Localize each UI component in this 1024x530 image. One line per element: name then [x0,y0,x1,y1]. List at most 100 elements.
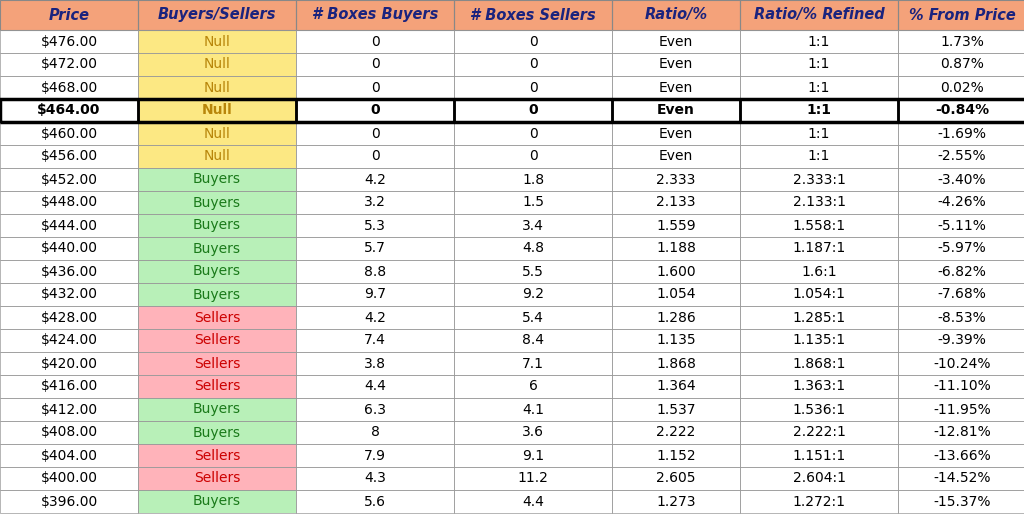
Bar [0,168,138,191]
Bar [898,375,1024,398]
Text: 1.73%: 1.73% [940,34,984,49]
Text: 1:1: 1:1 [808,149,830,163]
Bar [296,329,454,352]
Bar [296,168,454,191]
Bar [0,398,138,421]
Text: Buyers: Buyers [193,264,241,278]
Text: 1.054:1: 1.054:1 [793,287,846,302]
Bar [138,375,296,398]
Bar [898,168,1024,191]
Bar [898,168,1024,191]
Bar [296,145,454,168]
Bar [898,145,1024,168]
Text: 3.4: 3.4 [522,218,544,233]
Bar [740,0,898,30]
Text: 6: 6 [528,379,538,393]
Bar [898,76,1024,99]
Text: $452.00: $452.00 [41,172,97,187]
Bar [454,444,612,467]
Bar [454,0,612,30]
Text: 5.3: 5.3 [365,218,386,233]
Bar [296,283,454,306]
Bar [138,444,296,467]
Bar [138,99,296,122]
Bar [138,398,296,421]
Bar [454,375,612,398]
Bar [612,260,740,283]
Text: 0: 0 [528,81,538,94]
Bar [740,283,898,306]
Text: $448.00: $448.00 [40,196,97,209]
Bar [898,352,1024,375]
Text: Buyers: Buyers [193,287,241,302]
Bar [0,306,138,329]
Bar [454,352,612,375]
Text: 1.536:1: 1.536:1 [793,402,846,417]
Text: 3.6: 3.6 [522,426,544,439]
Text: $404.00: $404.00 [41,448,97,463]
Bar [612,237,740,260]
Text: Buyers: Buyers [193,426,241,439]
Bar [612,490,740,513]
Bar [296,260,454,283]
Bar [898,53,1024,76]
Bar [296,444,454,467]
Text: -12.81%: -12.81% [933,426,991,439]
Bar [898,467,1024,490]
Text: 1:1: 1:1 [807,103,831,118]
Bar [0,122,138,145]
Bar [898,283,1024,306]
Text: 2.133:1: 2.133:1 [793,196,846,209]
Text: 8: 8 [371,426,380,439]
Bar [454,99,612,122]
Text: Ratio/% Refined: Ratio/% Refined [754,7,885,22]
Bar [740,467,898,490]
Text: $396.00: $396.00 [40,494,97,508]
Bar [612,421,740,444]
Text: 2.222: 2.222 [656,426,695,439]
Bar [898,214,1024,237]
Bar [740,30,898,53]
Text: Even: Even [658,127,693,140]
Bar [454,421,612,444]
Bar [898,122,1024,145]
Bar [296,0,454,30]
Bar [454,490,612,513]
Bar [612,191,740,214]
Text: 2.604:1: 2.604:1 [793,472,846,485]
Bar [0,99,138,122]
Bar [296,490,454,513]
Text: 1.152: 1.152 [656,448,696,463]
Bar [454,214,612,237]
Text: Buyers: Buyers [193,242,241,255]
Bar [898,0,1024,30]
Bar [0,352,138,375]
Text: Sellers: Sellers [194,379,241,393]
Text: 1.600: 1.600 [656,264,696,278]
Bar [454,30,612,53]
Bar [296,122,454,145]
Bar [612,168,740,191]
Bar [898,306,1024,329]
Bar [138,329,296,352]
Bar [898,490,1024,513]
Text: -1.69%: -1.69% [938,127,986,140]
Bar [0,0,138,30]
Text: -5.97%: -5.97% [938,242,986,255]
Text: 1.5: 1.5 [522,196,544,209]
Text: 2.605: 2.605 [656,472,695,485]
Bar [898,398,1024,421]
Text: $444.00: $444.00 [41,218,97,233]
Bar [898,76,1024,99]
Text: 7.1: 7.1 [522,357,544,370]
Bar [740,329,898,352]
Bar [0,0,138,30]
Bar [0,283,138,306]
Bar [612,490,740,513]
Text: Ratio/%: Ratio/% [644,7,708,22]
Text: $400.00: $400.00 [41,472,97,485]
Bar [612,283,740,306]
Bar [740,375,898,398]
Bar [296,0,454,30]
Bar [740,214,898,237]
